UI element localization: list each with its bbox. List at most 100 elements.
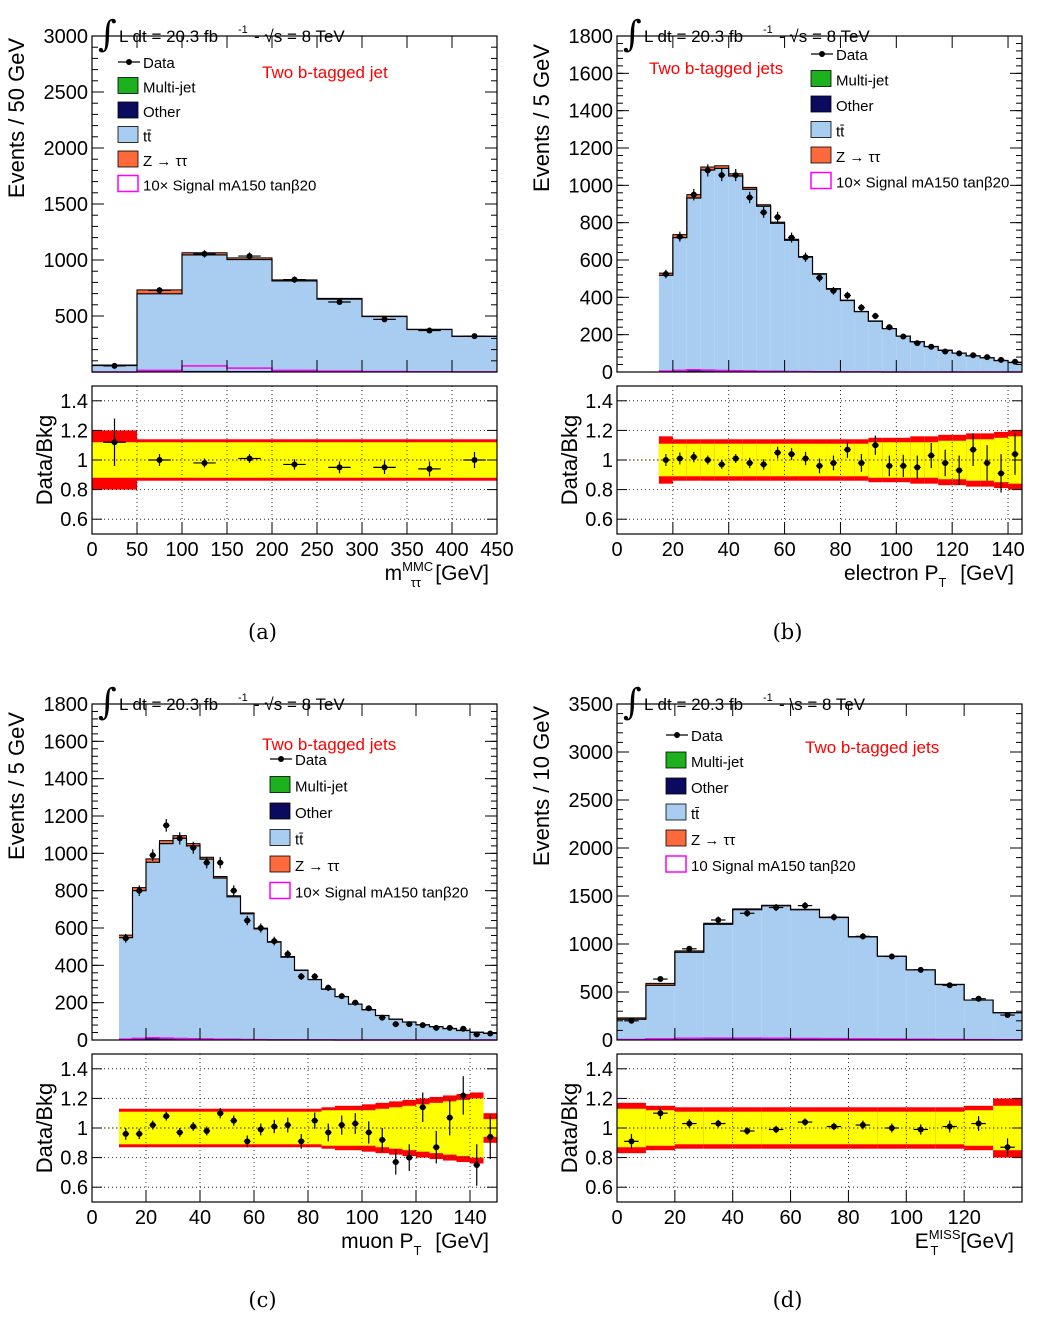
chart-c-ytick-label: 1400 xyxy=(44,769,89,791)
chart-a-ttbar-bar xyxy=(272,280,317,372)
chart-b-ratio-point xyxy=(704,457,711,463)
chart-a-data-point xyxy=(156,287,163,294)
chart-b-ytick-label: 200 xyxy=(580,325,613,347)
chart-c-ratio-point xyxy=(271,1123,278,1130)
chart-b-ratio-point xyxy=(788,451,795,458)
chart-a-xtick-label: 300 xyxy=(345,539,378,561)
chart-c-xlabel-main: muon P xyxy=(341,1230,413,1253)
chart-b-ytick-label: 400 xyxy=(580,287,613,309)
chart-c-ratio-ytick-label: 0.8 xyxy=(60,1148,88,1170)
chart-d-legend-multijet-swatch xyxy=(665,751,687,769)
chart-c-xlabel-sub: T xyxy=(414,1243,422,1258)
chart-c-legend-multijet-label: Multi-jet xyxy=(295,779,348,796)
chart-b-xtick-label: 140 xyxy=(991,539,1024,561)
chart-d-xtick-label: 100 xyxy=(890,1207,923,1229)
chart-d-other-bar xyxy=(732,1038,762,1040)
chart-c-ytick-label: 1800 xyxy=(44,694,89,716)
chart-a-xtick-label: 400 xyxy=(435,539,468,561)
chart-c-ttbar-bar xyxy=(456,1030,470,1040)
chart-a-legend-signal-swatch xyxy=(117,174,139,193)
chart-c-xtick-label: 100 xyxy=(345,1207,378,1229)
chart-b-ttbar-bar xyxy=(854,311,869,372)
chart-d-xtick-label: 20 xyxy=(664,1207,686,1229)
chart-a-ytick-label: 1500 xyxy=(44,194,89,216)
chart-b-frame xyxy=(616,35,1023,373)
chart-a-ytick-label: 3000 xyxy=(44,26,89,48)
chart-c-ytick-label: 400 xyxy=(55,955,88,977)
chart-b-legend-ttbar-swatch xyxy=(810,121,832,138)
chart-b-ttbar-bar xyxy=(896,336,911,372)
chart-a-ttbar-bar xyxy=(227,259,272,371)
caption-b: (b) xyxy=(772,620,803,644)
chart-d-ratio-ytick-label: 1.2 xyxy=(585,1088,613,1110)
chart-c-ratio-point xyxy=(190,1123,197,1130)
chart-c-ratio-point xyxy=(365,1129,372,1136)
chart-a-ratio-point xyxy=(201,459,208,466)
chart-d-other-bar xyxy=(761,1038,791,1040)
chart-b-xtick-label: 20 xyxy=(662,539,684,561)
chart-d-ttbar-bar xyxy=(935,984,965,1040)
chart-a-xlabel-unit: [GeV] xyxy=(429,562,489,585)
chart-b-data-point xyxy=(984,354,991,361)
chart-a-ratio-point xyxy=(291,461,298,468)
chart-a-legend-ztautau-swatch xyxy=(117,150,139,168)
chart-a-data-point xyxy=(426,327,433,334)
chart-c-xtick-label: 60 xyxy=(243,1207,265,1229)
chart-d-lumi-exp: -1 xyxy=(763,692,773,704)
chart-a-ratio-point xyxy=(156,457,163,463)
chart-a-data-point xyxy=(336,299,343,305)
chart-c-ratio-point xyxy=(487,1133,494,1140)
chart-c-ttbar-bar xyxy=(254,928,268,1040)
chart-b-legend-signal-swatch xyxy=(810,171,832,190)
chart-c-ratio-ytick-label: 1.2 xyxy=(60,1088,88,1110)
chart-d-xlabel-sub: T xyxy=(931,1243,939,1258)
chart-a-ratio-ytick-label: 0.6 xyxy=(60,509,88,531)
chart-d-ttbar-bar xyxy=(848,936,878,1039)
chart-c-data-point xyxy=(244,917,251,924)
chart-a-ratio-ytick-label: 0.8 xyxy=(60,480,88,502)
chart-b-xtick-label: 0 xyxy=(611,539,622,561)
chart-d-ztautau-bar xyxy=(645,983,675,986)
chart-a-data-point xyxy=(246,253,253,260)
chart-a-xlabel-sub: ττ xyxy=(411,575,422,590)
chart-c-ratio-point xyxy=(446,1114,453,1121)
chart-a-xtick-label: 0 xyxy=(86,539,97,561)
chart-c-ratio-band-inner xyxy=(389,1107,403,1149)
chart-c-data-point xyxy=(352,999,359,1006)
chart-c-ratio-point xyxy=(284,1122,291,1129)
chart-c-data-point xyxy=(190,844,197,851)
chart-d-legend-data-marker xyxy=(674,732,680,738)
chart-c-ttbar-bar xyxy=(132,890,146,1039)
chart-b-legend-ztautau-swatch xyxy=(810,146,832,164)
chart-c-ratio-point xyxy=(217,1110,224,1117)
chart-b-ratio-point xyxy=(732,455,739,462)
chart-c-ttbar-bar xyxy=(429,1026,443,1040)
chart-a-ratio-ytick-label: 1.4 xyxy=(60,391,88,413)
chart-b-ratio-ytick-label: 1 xyxy=(602,450,613,472)
chart-a-ratio-point xyxy=(336,464,343,471)
chart-c-ttbar-bar xyxy=(146,862,160,1038)
chart-c-data-point xyxy=(379,1014,386,1021)
chart-b-data-point xyxy=(914,340,921,347)
chart-d-data-point xyxy=(917,966,924,973)
chart-b-ratio-point xyxy=(900,462,907,469)
chart-c-data-point xyxy=(460,1025,467,1032)
chart-a-legend-ttbar-swatch xyxy=(117,126,139,143)
chart-a-data-point xyxy=(291,276,298,283)
chart-b-ratio-ytick-label: 1.4 xyxy=(585,391,613,413)
chart-d-ttbar-bar xyxy=(645,985,675,1040)
chart-c-ratio-point xyxy=(298,1138,305,1145)
chart-c-data-point xyxy=(311,973,318,980)
chart-c-data-point xyxy=(419,1022,426,1029)
chart-b-data-point xyxy=(928,343,935,350)
chart-a-legend-multijet-label: Multi-jet xyxy=(143,80,196,97)
chart-b-data-point xyxy=(662,271,669,277)
chart-c-data-point xyxy=(406,1021,413,1028)
chart-d-ratio-point xyxy=(1004,1144,1011,1151)
chart-d-legend-data-label: Data xyxy=(691,728,723,745)
chart-b-ztautau-bar xyxy=(756,204,771,207)
chart-a-legend-signal-label: 10× Signal mA150 tanβ20 xyxy=(143,178,316,195)
chart-d-data-point xyxy=(946,982,953,989)
chart-c-ratio-point xyxy=(257,1126,264,1133)
